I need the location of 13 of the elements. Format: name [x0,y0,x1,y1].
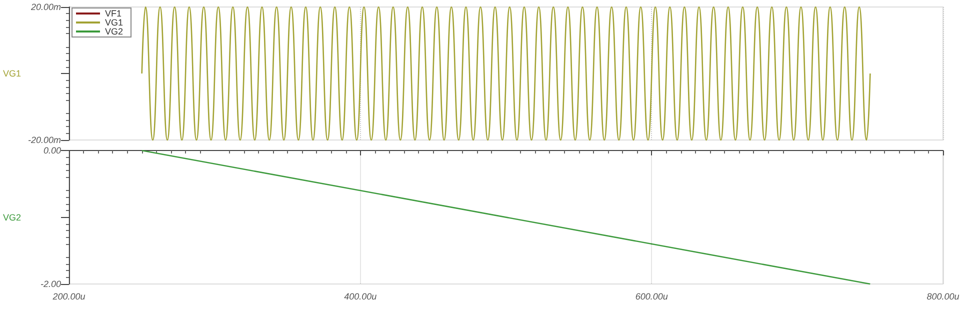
x-tick-label: 200.00u [52,292,86,302]
legend-label: VG1 [105,18,124,28]
x-tick-label: 800.00u [926,292,960,302]
y-axis-title: VG2 [2,212,22,222]
y-tick-label: -2.00 [40,279,62,289]
x-tick-label: 600.00u [635,292,668,302]
x-tick-label: 400.00u [344,292,377,302]
legend-label: VG2 [105,26,124,36]
y-tick-label: -20.00m [28,135,62,145]
legend-label: VF1 [105,8,122,18]
y-tick-label: 20.00m [30,2,62,12]
y-tick-label: 0.00 [43,146,62,156]
y-axis-title: VG1 [2,68,22,78]
